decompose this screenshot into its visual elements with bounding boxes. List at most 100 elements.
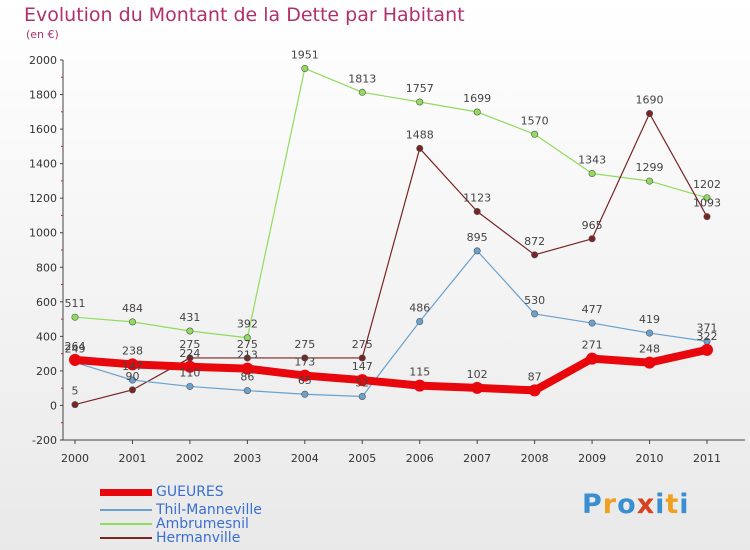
x-tick-label: 2004	[291, 452, 319, 465]
legend-item-ambrumesnil: Ambrumesnil	[100, 516, 249, 532]
data-label-ambrumesnil: 392	[237, 318, 258, 331]
legend-item-hermanville: Hermanville	[100, 530, 240, 546]
data-point-thil-manneville	[473, 247, 481, 255]
data-point-thil-manneville	[531, 310, 539, 318]
data-point-thil-manneville	[646, 329, 654, 337]
data-label-ambrumesnil: 484	[122, 302, 143, 315]
x-tick-label: 2005	[348, 452, 376, 465]
data-point-hermanville	[71, 401, 79, 409]
data-point-ambrumesnil	[646, 177, 654, 185]
y-tick-label: 1000	[29, 227, 57, 240]
data-label-gueures: 264	[65, 340, 86, 353]
legend-label-gueures: GUEURES	[156, 484, 224, 500]
data-point-gueures	[643, 356, 656, 369]
proxiti-logo: Proxiti	[582, 489, 690, 520]
data-label-hermanville: 965	[582, 219, 603, 232]
legend-label-thil-manneville: Thil-Manneville	[156, 502, 262, 518]
legend-swatch-hermanville	[100, 537, 152, 539]
data-label-ambrumesnil: 1343	[578, 153, 606, 166]
data-point-thil-manneville	[186, 382, 194, 390]
data-point-thil-manneville	[243, 387, 251, 395]
data-point-hermanville	[703, 213, 711, 221]
data-point-gueures	[701, 343, 713, 356]
y-tick-label: 800	[36, 261, 57, 274]
x-tick-label: 2009	[578, 452, 606, 465]
chart-title: Evolution du Montant de la Dette par Hab…	[24, 4, 465, 26]
data-label-hermanville: 275	[294, 338, 315, 351]
legend-swatch-thil-manneville	[100, 509, 152, 511]
data-point-thil-manneville	[416, 318, 424, 326]
data-point-ambrumesnil	[128, 318, 136, 326]
logo-letter: P	[582, 489, 603, 520]
data-point-gueures	[298, 369, 311, 382]
data-label-hermanville: 275	[237, 338, 258, 351]
data-label-thil-manneville: 895	[467, 231, 488, 244]
series-line-thil-manneville	[74, 250, 708, 398]
data-label-hermanville: 1488	[406, 128, 434, 141]
x-tick-label: 2011	[693, 452, 721, 465]
data-point-thil-manneville	[301, 390, 309, 398]
chart-subtitle: (en €)	[26, 28, 59, 41]
legend-item-thil-manneville: Thil-Manneville	[100, 502, 262, 518]
x-tick-label: 2001	[118, 452, 146, 465]
data-point-hermanville	[416, 144, 424, 152]
data-point-gueures	[471, 381, 484, 394]
data-label-ambrumesnil: 431	[179, 311, 200, 324]
data-point-thil-manneville	[128, 376, 136, 384]
data-label-thil-manneville: 371	[697, 321, 718, 334]
x-tick-label: 2010	[636, 452, 664, 465]
data-label-ambrumesnil: 1699	[463, 92, 491, 105]
logo-letter: t	[665, 489, 680, 520]
data-label-ambrumesnil: 1757	[406, 82, 434, 95]
data-point-ambrumesnil	[588, 169, 596, 177]
legend-swatch-ambrumesnil	[100, 523, 152, 525]
x-tick-label: 2000	[61, 452, 89, 465]
data-point-ambrumesnil	[243, 334, 251, 342]
data-label-ambrumesnil: 511	[65, 297, 86, 310]
data-label-gueures: 322	[697, 330, 718, 343]
data-label-hermanville: 90	[125, 370, 139, 383]
data-point-thil-manneville	[358, 392, 366, 400]
data-point-hermanville	[588, 235, 596, 243]
data-label-ambrumesnil: 1202	[693, 178, 721, 191]
series-line-ambrumesnil	[74, 67, 708, 339]
data-label-gueures: 271	[582, 339, 603, 352]
data-point-gueures	[69, 353, 81, 366]
data-point-ambrumesnil	[301, 64, 309, 72]
data-label-thil-manneville: 52	[355, 376, 369, 389]
data-point-ambrumesnil	[186, 327, 194, 335]
y-tick-label: 1800	[29, 89, 57, 102]
data-point-hermanville	[358, 354, 366, 362]
logo-letter: i	[679, 489, 690, 520]
data-label-gueures: 173	[294, 356, 315, 369]
data-point-hermanville	[128, 386, 136, 394]
data-point-hermanville	[473, 207, 481, 215]
data-point-hermanville	[243, 354, 251, 362]
data-label-thil-manneville: 477	[582, 303, 603, 316]
x-tick-label: 2006	[406, 452, 434, 465]
data-label-thil-manneville: 486	[409, 302, 430, 315]
y-tick-label: 400	[36, 330, 57, 343]
data-point-ambrumesnil	[703, 194, 711, 202]
y-tick-label: 1200	[29, 192, 57, 205]
data-point-hermanville	[301, 354, 309, 362]
data-label-ambrumesnil: 1570	[521, 114, 549, 127]
data-point-gueures	[528, 384, 541, 397]
data-label-gueures: 238	[122, 344, 143, 357]
x-tick-label: 2008	[521, 452, 549, 465]
data-label-gueures: 102	[467, 368, 488, 381]
data-label-gueures: 147	[352, 360, 373, 373]
data-label-ambrumesnil: 1813	[348, 72, 376, 85]
data-label-gueures: 115	[409, 366, 430, 379]
y-tick-label: -200	[32, 434, 57, 447]
data-point-ambrumesnil	[531, 130, 539, 138]
y-tick-label: 1600	[29, 123, 57, 136]
data-label-ambrumesnil: 1299	[636, 161, 664, 174]
data-label-thil-manneville: 147	[122, 360, 143, 373]
data-label-gueures: 224	[179, 347, 200, 360]
y-tick-label: 0	[50, 399, 57, 412]
data-label-gueures: 87	[528, 370, 542, 383]
logo-letter: x	[636, 489, 656, 520]
